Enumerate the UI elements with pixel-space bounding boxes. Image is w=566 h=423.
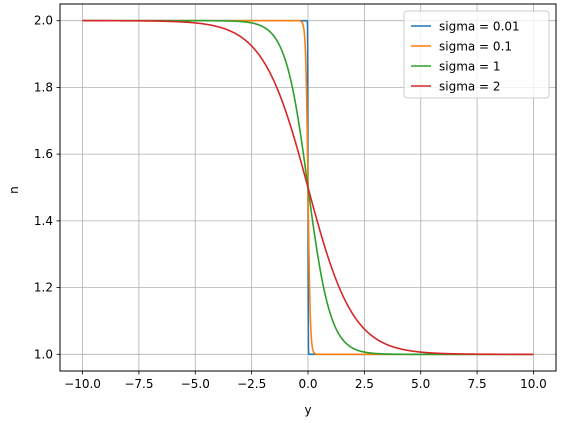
y-tick-label: 1.4	[34, 214, 53, 228]
y-tick-label: 1.6	[34, 147, 53, 161]
legend: sigma = 0.01 sigma = 0.1 sigma = 1 sigma = …	[403, 10, 550, 99]
y-tick-label: 1.8	[34, 80, 53, 94]
x-tick-label: −7.5	[124, 377, 153, 391]
legend-label: sigma = 2	[439, 80, 501, 94]
x-tick-label: 0.0	[298, 377, 317, 391]
y-axis-label: n	[7, 186, 21, 194]
axis-ticks: −10.0 −7.5 −5.0 −2.5 0.0 2.5 5.0 7.5 10.0 1.0 1.2 1…	[34, 14, 547, 391]
x-tick-label: 2.5	[355, 377, 374, 391]
y-tick-label: 1.2	[34, 281, 53, 295]
legend-box	[403, 10, 550, 99]
legend-label: sigma = 0.01	[439, 20, 520, 34]
x-tick-label: −2.5	[237, 377, 266, 391]
x-tick-label: −5.0	[181, 377, 210, 391]
series-line	[81, 19, 535, 356]
x-tick-label: 10.0	[520, 377, 547, 391]
x-axis-label: y	[304, 403, 311, 417]
x-tick-label: −10.0	[64, 377, 101, 391]
x-tick-label: 7.5	[468, 377, 487, 391]
legend-label: sigma = 1	[439, 60, 501, 74]
y-tick-label: 2.0	[34, 14, 53, 28]
plot-lines	[81, 19, 535, 356]
y-tick-label: 1.0	[34, 347, 53, 361]
legend-label: sigma = 0.1	[439, 40, 512, 54]
x-tick-label: 5.0	[411, 377, 430, 391]
